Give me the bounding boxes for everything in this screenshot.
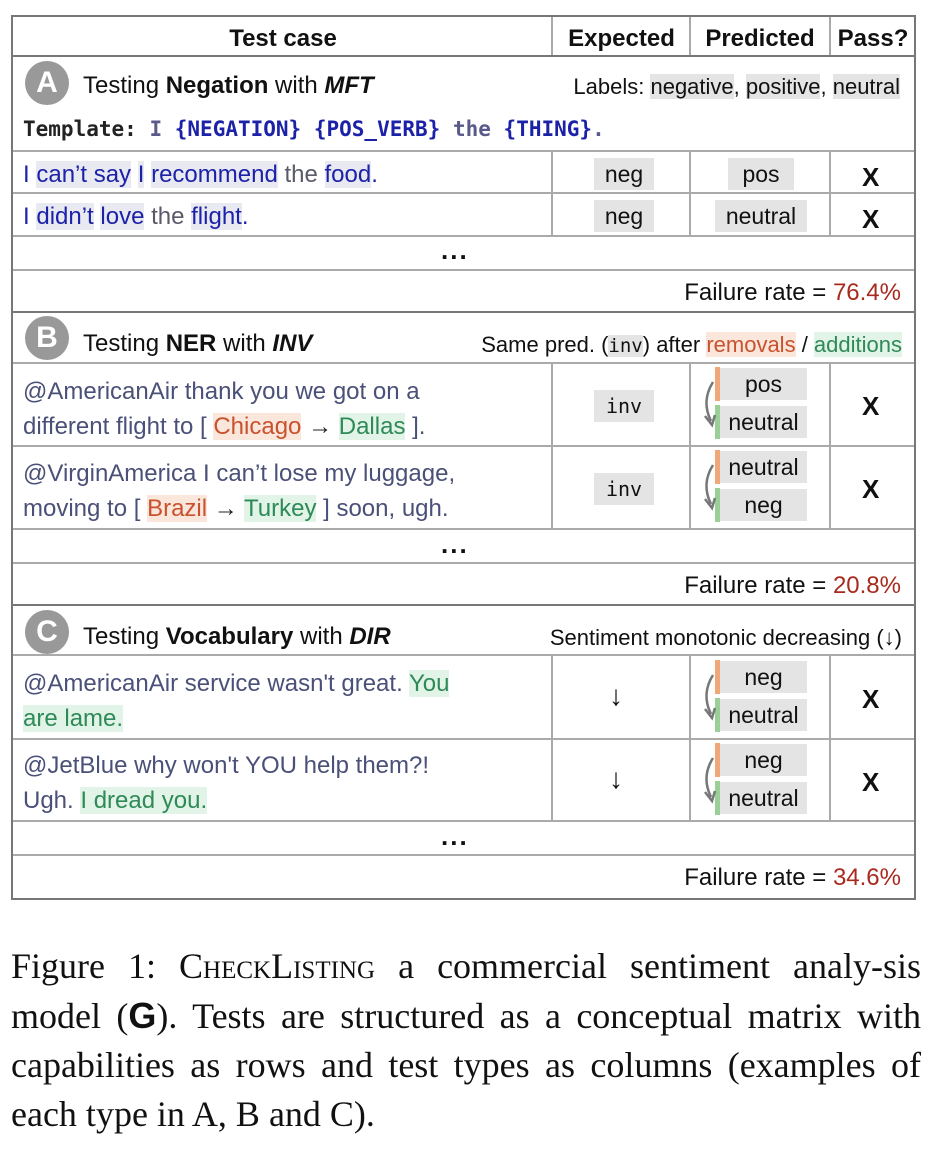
divider [689,151,691,236]
fail-mark-b1: X [862,391,880,421]
test-case-a1: I can’t say I recommend the food. [23,161,378,188]
section-c-badge: C [25,610,69,654]
down-arrow-icon: ↓ [609,680,623,711]
divider [13,528,914,530]
divider [551,17,553,56]
predicted-before-c1: neg [720,661,807,693]
divider [689,363,691,529]
divider [13,604,914,606]
section-a-labels: Labels: negative, positive, neutral [573,74,900,99]
divider [13,150,914,152]
divider [13,362,914,364]
addition-marker [715,488,720,522]
header-pass: Pass? [837,25,909,52]
divider [829,363,831,529]
predicted-after-b2: neg [720,489,807,521]
fail-mark-c2: X [862,767,880,797]
original-marker [715,743,720,777]
predicted-label-a1: pos [728,158,794,190]
divider [13,311,914,313]
fail-mark-a2: X [862,204,880,234]
figure-table: Test case Expected Predicted Pass? A Tes… [11,15,916,900]
header-predicted: Predicted [705,25,815,52]
predicted-after-b1: neutral [720,406,807,438]
expected-label-b2: inv [594,473,654,505]
figure-caption: Figure 1: CheckListing a commercial sent… [11,946,921,1134]
divider [13,269,914,271]
divider [13,854,914,856]
removal-marker [715,450,720,484]
divider [551,151,553,236]
predicted-before-b2: neutral [720,451,807,483]
header-test-case: Test case [229,25,337,52]
addition-marker [715,698,720,732]
fail-mark-a1: X [862,162,880,192]
test-case-b2: @VirginAmerica I can’t lose my luggage, … [23,460,456,522]
divider [13,738,914,740]
divider [13,55,914,57]
divider [829,17,831,56]
divider [551,363,553,529]
predicted-after-c1: neutral [720,699,807,731]
change-arrow-icon [704,757,717,804]
test-case-b1: @AmericanAir thank you we got on a diffe… [23,378,426,440]
divider [829,655,831,821]
ellipsis-c: ... [441,821,469,851]
change-arrow-icon [704,674,717,721]
test-case-a2: I didn’t love the flight. [23,203,249,230]
section-b-title: Testing NER with INV [83,330,313,357]
divider [829,151,831,236]
predicted-before-c2: neg [720,744,807,776]
ellipsis-a: ... [441,235,469,265]
section-c-title: Testing Vocabulary with DIR [83,623,391,650]
test-case-c1: @AmericanAir service wasn't great. You a… [23,670,450,732]
test-case-c2: @JetBlue why won't YOU help them?! Ugh. … [23,752,430,814]
change-arrow-icon [704,381,717,428]
header-expected: Expected [568,25,675,52]
expected-label-a2: neg [594,200,654,232]
removal-marker [715,367,720,401]
expected-label-b1: inv [594,390,654,422]
divider [13,820,914,822]
section-b-description: Same pred. (inv) after removals / additi… [481,332,902,357]
failure-rate-b: Failure rate = 20.8% [684,572,901,599]
divider [689,17,691,56]
section-a-badge: A [25,61,69,105]
predicted-label-a2: neutral [715,200,807,232]
template-line: Template: I {NEGATION} {POS_VERB} the {T… [23,117,605,141]
predicted-after-c2: neutral [720,782,807,814]
expected-label-a1: neg [594,158,654,190]
fail-mark-b2: X [862,474,880,504]
failure-rate-c: Failure rate = 34.6% [684,864,901,891]
addition-marker [715,781,720,815]
original-marker [715,660,720,694]
section-b-badge: B [25,316,69,360]
section-c-description: Sentiment monotonic decreasing (↓) [549,625,902,650]
divider [689,655,691,821]
section-a-title: Testing Negation with MFT [83,72,374,99]
down-arrow-icon: ↓ [609,763,623,794]
divider [13,562,914,564]
addition-marker [715,405,720,439]
fail-mark-c1: X [862,684,880,714]
google-logo: G [128,995,157,1036]
ellipsis-b: ... [441,529,469,559]
failure-rate-a: Failure rate = 76.4% [684,279,901,306]
change-arrow-icon [704,464,717,511]
divider [13,654,914,656]
divider [13,445,914,447]
divider [551,655,553,821]
predicted-before-b1: pos [720,368,807,400]
divider [13,235,914,237]
divider [13,192,914,194]
